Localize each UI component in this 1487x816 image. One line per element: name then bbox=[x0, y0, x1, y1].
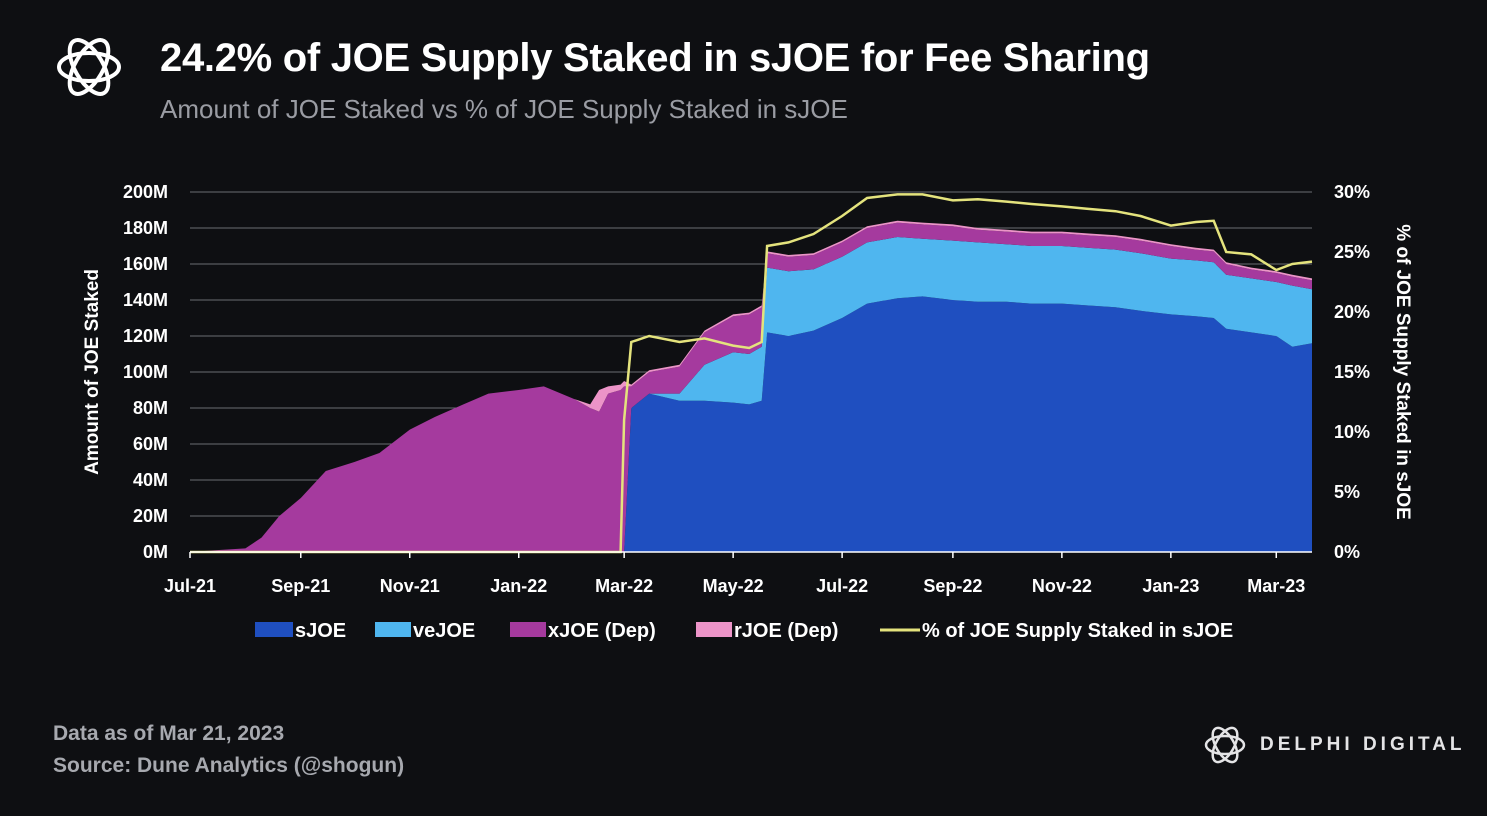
x-tick-label: Jul-21 bbox=[164, 576, 216, 596]
legend-swatch-vejoe bbox=[375, 622, 411, 637]
legend-label-vejoe: veJOE bbox=[413, 620, 475, 642]
x-tick-label: Nov-22 bbox=[1032, 576, 1092, 596]
chart-subtitle: Amount of JOE Staked vs % of JOE Supply … bbox=[160, 94, 848, 124]
x-tick-label: Jan-23 bbox=[1142, 576, 1199, 596]
y-tick-label: 0M bbox=[143, 542, 168, 562]
data-date: Data as of Mar 21, 2023 bbox=[53, 722, 285, 745]
y2-tick-label: 20% bbox=[1334, 302, 1370, 322]
x-tick-label: May-22 bbox=[703, 576, 764, 596]
x-tick-label: Nov-21 bbox=[380, 576, 440, 596]
y2-axis-label: % of JOE Supply Staked in sJOE bbox=[1392, 224, 1413, 520]
y2-tick-label: 30% bbox=[1334, 182, 1370, 202]
y-tick-label: 180M bbox=[123, 218, 168, 238]
x-tick-label: Mar-23 bbox=[1247, 576, 1305, 596]
y-tick-label: 100M bbox=[123, 362, 168, 382]
y-tick-label: 60M bbox=[133, 434, 168, 454]
chart-title: 24.2% of JOE Supply Staked in sJOE for F… bbox=[160, 36, 1150, 80]
y2-tick-label: 0% bbox=[1334, 542, 1360, 562]
legend: sJOE veJOE xJOE (Dep) rJOE (Dep) % of JOE Su… bbox=[255, 620, 1233, 642]
legend-label-xjoe-dep: xJOE (Dep) bbox=[548, 620, 656, 642]
legend-label-sjoe: sJOE bbox=[295, 620, 346, 642]
x-tick-label: Jul-22 bbox=[816, 576, 868, 596]
y-axis-label: Amount of JOE Staked bbox=[82, 269, 103, 475]
legend-label-rjoe-dep: rJOE (Dep) bbox=[734, 620, 838, 642]
y-tick-label: 120M bbox=[123, 326, 168, 346]
legend-swatch-xjoe-dep bbox=[510, 622, 546, 637]
y2-tick-label: 25% bbox=[1334, 242, 1370, 262]
chart-area: 0M 20M 40M 60M 80M 100M 120M 140M 160M 180M 200M 0%… bbox=[82, 182, 1413, 642]
legend-swatch-rjoe-dep bbox=[696, 622, 732, 637]
footer: Data as of Mar 21, 2023 Source: Dune Ana… bbox=[53, 718, 404, 782]
delphi-logo-icon bbox=[57, 38, 121, 96]
brand: DELPHI DIGITAL bbox=[1200, 720, 1466, 770]
y2-tick-label: 15% bbox=[1334, 362, 1370, 382]
y-tick-label: 80M bbox=[133, 398, 168, 418]
y2-tick-label: 10% bbox=[1334, 422, 1370, 442]
y-tick-label: 20M bbox=[133, 506, 168, 526]
x-tick-label: Sep-22 bbox=[923, 576, 982, 596]
area-sjoe bbox=[190, 296, 1312, 552]
legend-swatch-sjoe bbox=[255, 622, 293, 637]
y2-tick-label: 5% bbox=[1334, 482, 1360, 502]
y-tick-label: 200M bbox=[123, 182, 168, 202]
area-vejoe bbox=[190, 237, 1312, 552]
x-tick-label: Sep-21 bbox=[271, 576, 330, 596]
brand-name: DELPHI DIGITAL bbox=[1260, 734, 1466, 755]
x-tick-label: Mar-22 bbox=[595, 576, 653, 596]
area-xjoe-dep bbox=[190, 222, 1312, 552]
area-series bbox=[190, 220, 1312, 553]
y-tick-label: 140M bbox=[123, 290, 168, 310]
y-tick-label: 40M bbox=[133, 470, 168, 490]
data-source: Source: Dune Analytics (@shogun) bbox=[53, 754, 405, 777]
axes: 0M 20M 40M 60M 80M 100M 120M 140M 160M 180M 200M 0%… bbox=[123, 182, 1370, 596]
delphi-brand-icon bbox=[1204, 726, 1246, 764]
x-tick-label: Jan-22 bbox=[490, 576, 547, 596]
y-tick-label: 160M bbox=[123, 254, 168, 274]
legend-label--of-joe-supply-staked-in-sjoe: % of JOE Supply Staked in sJOE bbox=[922, 620, 1233, 642]
